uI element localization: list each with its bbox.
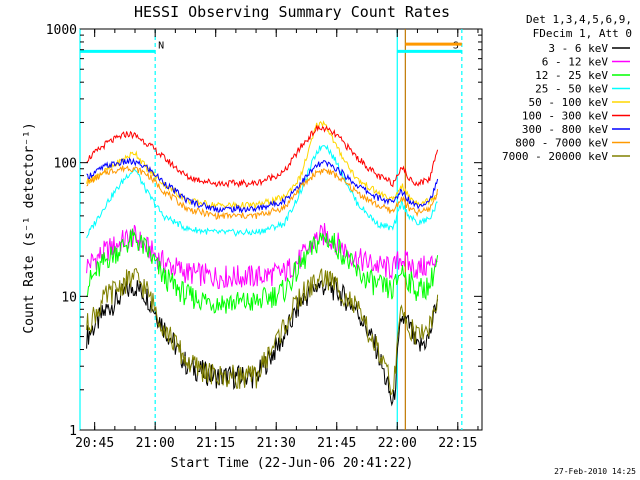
event-bar-label: S [453,40,459,51]
legend-label: 6 - 12 keV [542,56,609,69]
event-bar-label: N [158,40,164,51]
series-line [86,120,438,210]
plot-border [79,28,483,431]
legend-label: 25 - 50 keV [535,83,608,96]
legend: Det 1,3,4,5,6,9, FDecim 1, Att 0 3 - 6 k… [502,13,632,163]
series-line [86,124,439,189]
x-tick-label: 22:00 [378,436,417,451]
legend-header-line: FDecim 1, Att 0 [533,27,632,40]
x-tick-label: 21:15 [196,436,235,451]
legend-label: 100 - 300 keV [522,110,608,123]
series-line [86,165,439,221]
series-line [86,268,439,396]
series-lines [86,120,439,407]
plot-frame [79,28,483,431]
y-axis-label: Count Rate (s⁻¹ detector⁻¹) [22,122,37,333]
x-tick-label: 22:15 [438,436,477,451]
x-tick-label: 21:30 [257,436,296,451]
series-line [86,223,438,290]
legend-label: 12 - 25 keV [535,69,608,82]
y-tick-label: 10 [61,290,77,305]
x-tick-label: 21:00 [136,436,175,451]
y-tick-label: 1000 [46,23,77,38]
footer-date: 27-Feb-2010 14:25 [554,467,636,476]
y-tick-label: 1 [69,424,77,439]
x-axis-label: Start Time (22-Jun-06 20:41:22) [171,456,414,471]
x-tick-label: 21:45 [317,436,356,451]
legend-header-line: Det 1,3,4,5,6,9, [526,13,632,26]
series-line [86,276,439,407]
y-tick-label: 100 [54,157,77,172]
legend-label: 50 - 100 keV [529,96,609,109]
chart-title: HESSI Observing Summary Count Rates [134,3,450,21]
series-line [86,144,438,239]
series-line [86,228,439,314]
series-line [86,157,439,214]
x-tick-label: 20:45 [75,436,114,451]
legend-label: 300 - 800 keV [522,123,608,136]
legend-label: 7000 - 20000 keV [502,150,608,163]
legend-label: 800 - 7000 keV [515,137,608,150]
legend-label: 3 - 6 keV [548,42,608,55]
axes: 1 10 100 1000 20:45 21:00 21:15 21:30 21:45 22:00… [46,23,482,451]
